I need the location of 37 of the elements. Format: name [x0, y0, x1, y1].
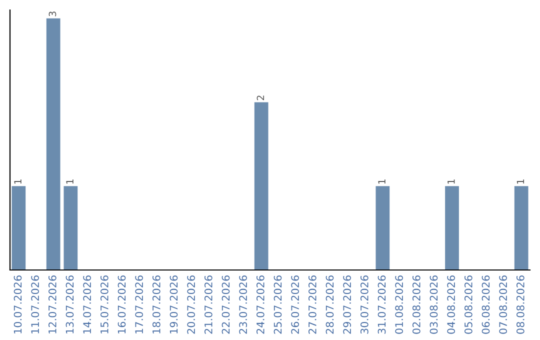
data-label: 3 — [48, 12, 56, 16]
data-label: 2 — [256, 96, 264, 100]
x-tick-label: 24.07.2026 — [256, 276, 264, 334]
x-tick-label: 20.07.2026 — [187, 276, 196, 334]
data-label: 1 — [66, 179, 74, 184]
x-tick-label: 13.07.2026 — [66, 276, 74, 334]
x-tick-label: 01.08.2026 — [395, 276, 404, 334]
x-tick-label: 25.07.2026 — [274, 276, 282, 334]
x-tick-label: 05.08.2026 — [464, 276, 472, 334]
x-tick-label: 08.08.2026 — [516, 276, 524, 334]
x-tick-label: 06.08.2026 — [482, 276, 490, 334]
x-tick-label: 18.07.2026 — [152, 276, 160, 334]
x-tick-label: 19.07.2026 — [170, 276, 178, 334]
x-tick-label: 14.07.2026 — [83, 276, 92, 334]
x-tick-label: 31.07.2026 — [378, 276, 386, 334]
x-tick-label: 30.07.2026 — [360, 276, 368, 334]
x-tick-label: 10.07.2026 — [14, 276, 22, 334]
x-tick-label: 23.07.2026 — [239, 276, 248, 334]
data-label: 1 — [378, 179, 386, 184]
x-tick-label: 04.08.2026 — [447, 276, 456, 334]
data-label: 1 — [14, 179, 22, 184]
x-tick-label: 22.07.2026 — [222, 276, 230, 334]
x-tick-label: 02.08.2026 — [412, 276, 420, 334]
x-tick-label: 17.07.2026 — [135, 276, 144, 334]
x-tick-label: 11.07.2026 — [31, 276, 40, 334]
x-tick-label: 28.07.2026 — [326, 276, 334, 334]
x-tick-label: 07.08.2026 — [499, 276, 508, 334]
x-tick-label: 29.07.2026 — [343, 276, 352, 334]
data-label: 1 — [516, 179, 524, 184]
x-tick-label: 03.08.2026 — [430, 276, 438, 334]
x-tick-label: 15.07.2026 — [100, 276, 108, 334]
x-tick-label: 12.07.2026 — [48, 276, 56, 334]
x-tick-label: 21.07.2026 — [204, 276, 212, 334]
x-tick-label: 26.07.2026 — [291, 276, 300, 334]
x-tick-label: 16.07.2026 — [118, 276, 126, 334]
x-tick-label: 27.07.2026 — [308, 276, 316, 334]
data-label: 1 — [448, 179, 455, 184]
